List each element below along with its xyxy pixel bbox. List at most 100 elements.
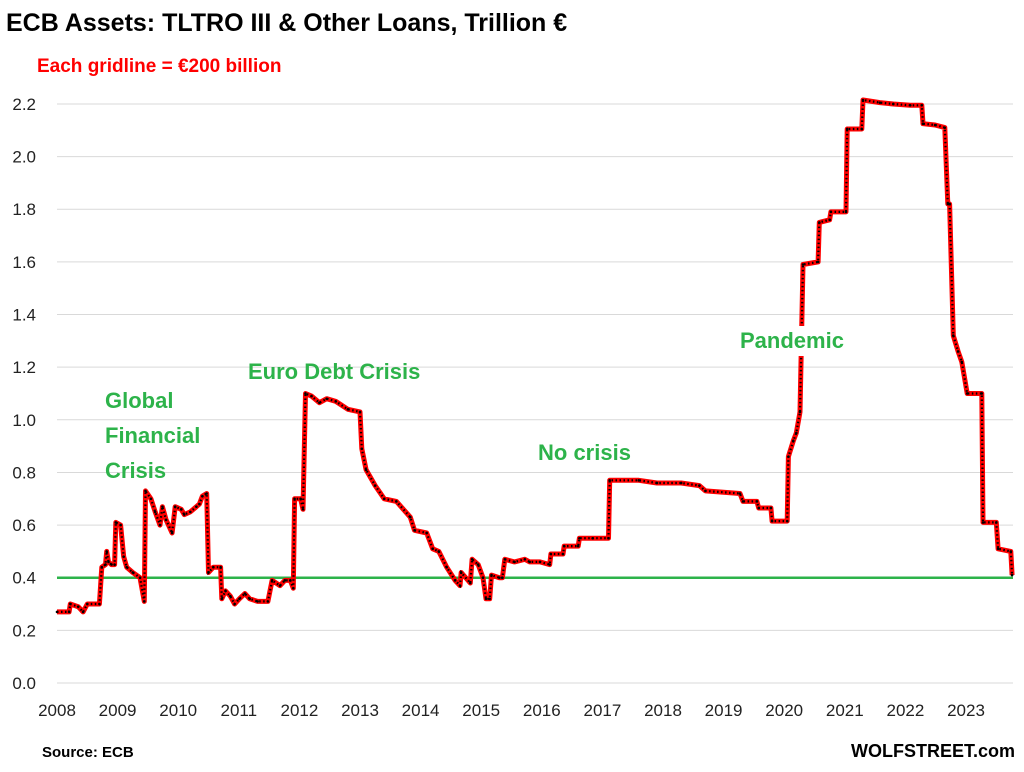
data-point <box>965 392 969 395</box>
data-point <box>219 565 222 569</box>
data-point <box>980 392 984 395</box>
data-point <box>158 523 162 527</box>
data-point <box>142 600 146 603</box>
data-point <box>488 597 491 601</box>
data-point <box>738 492 742 495</box>
data-point <box>437 550 441 553</box>
data-point <box>189 510 192 514</box>
x-tick-label: 2012 <box>280 701 318 720</box>
data-point <box>107 560 110 564</box>
data-point <box>270 579 274 582</box>
data-point <box>248 597 252 601</box>
data-point <box>304 392 307 395</box>
y-tick-label: 0.4 <box>12 569 36 588</box>
data-point <box>364 468 368 472</box>
data-point <box>110 563 113 566</box>
data-point <box>933 123 937 127</box>
y-axis-ticks: 0.0 0.2 0.4 0.6 0.8 1.0 1.2 1.4 1.6 1.8 2.0 2.2 <box>12 95 36 693</box>
data-point <box>844 210 848 214</box>
data-point <box>878 101 882 104</box>
x-tick-label: 2014 <box>402 701 440 720</box>
data-point <box>561 552 565 556</box>
data-point <box>591 536 595 540</box>
data-point <box>445 565 448 569</box>
data-point <box>943 126 947 129</box>
data-point <box>951 334 955 337</box>
data-point <box>173 505 177 508</box>
gridlines <box>57 103 1013 684</box>
data-point <box>144 489 147 493</box>
data-point <box>195 505 198 508</box>
data-point <box>538 560 542 564</box>
data-point <box>179 507 183 511</box>
data-point <box>113 563 116 566</box>
data-point <box>785 519 789 523</box>
data-point <box>861 98 865 102</box>
data-point <box>523 557 527 561</box>
data-point <box>995 521 998 524</box>
data-point <box>431 547 435 551</box>
data-point <box>562 544 566 548</box>
data-point <box>698 484 701 487</box>
data-point <box>182 513 186 516</box>
data-point <box>481 576 485 580</box>
y-tick-label: 1.4 <box>12 306 36 325</box>
x-tick-label: 2022 <box>886 701 924 720</box>
data-point <box>224 589 227 593</box>
data-point <box>828 218 831 222</box>
data-point <box>453 579 457 582</box>
data-point <box>395 500 398 503</box>
data-point <box>741 500 745 503</box>
data-point <box>1009 550 1013 553</box>
data-point <box>81 610 85 614</box>
y-tick-label: 0.8 <box>12 463 36 482</box>
annotation-no-crisis: No crisis <box>538 440 631 465</box>
data-point <box>358 410 362 414</box>
data-point <box>382 497 386 501</box>
y-tick-label: 0.0 <box>12 674 36 693</box>
data-point <box>946 202 950 206</box>
data-point <box>243 592 247 595</box>
data-point <box>131 571 135 574</box>
data-point <box>576 544 580 548</box>
chart-title: ECB Assets: TLTRO III & Other Loans, Tri… <box>6 9 567 37</box>
data-point <box>334 400 338 403</box>
data-point <box>86 602 89 606</box>
data-point <box>679 481 683 485</box>
data-point <box>755 500 759 503</box>
data-point <box>207 571 210 574</box>
data-point <box>278 584 282 587</box>
data-point <box>704 489 707 493</box>
data-point <box>908 103 912 107</box>
data-point <box>798 410 802 414</box>
data-point <box>76 605 80 608</box>
data-point <box>845 127 849 131</box>
x-tick-label: 2011 <box>221 701 258 720</box>
data-point <box>229 594 232 598</box>
annotation-global-financial-crisis-3: Crisis <box>105 458 166 483</box>
data-point <box>114 521 118 524</box>
data-point <box>795 431 798 435</box>
data-point <box>996 547 1000 551</box>
data-point <box>55 610 59 614</box>
y-tick-label: 0.2 <box>12 621 36 640</box>
data-point <box>98 602 101 606</box>
data-point <box>549 552 553 556</box>
x-tick-label: 2013 <box>341 701 379 720</box>
chart-subtitle: Each gridline = €200 billion <box>37 56 281 77</box>
data-point <box>801 263 805 266</box>
data-point <box>69 602 72 606</box>
x-tick-label: 2010 <box>159 701 197 720</box>
data-point <box>205 492 208 495</box>
data-point <box>301 507 305 511</box>
data-point <box>325 397 328 401</box>
data-point <box>425 531 428 535</box>
data-point <box>220 597 224 601</box>
data-point <box>149 497 153 501</box>
data-point <box>791 439 795 443</box>
data-point <box>318 401 321 404</box>
annotation-global-financial-crisis-1: Global <box>105 388 173 413</box>
annotation-background <box>736 326 862 356</box>
data-point <box>948 202 951 206</box>
